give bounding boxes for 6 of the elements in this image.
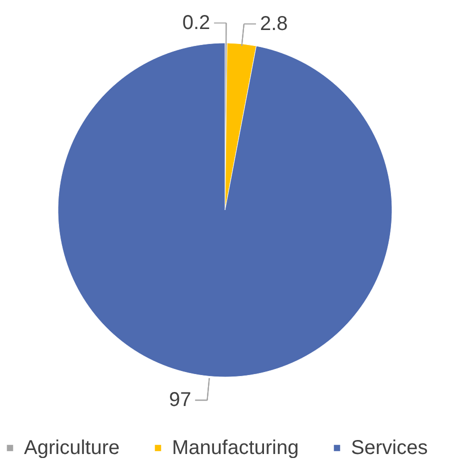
legend-label: Services [351,437,428,459]
data-label: 0.2 [182,12,210,34]
legend-label: Manufacturing [172,437,299,459]
data-label: 2.8 [260,12,288,35]
data-label: 97 [168,389,192,412]
legend-label: Agriculture [24,437,120,459]
